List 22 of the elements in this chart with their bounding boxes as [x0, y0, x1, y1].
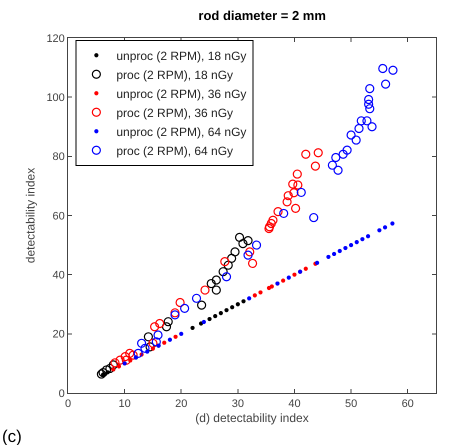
legend-label: proc (2 RPM), 36 nGy: [116, 106, 234, 120]
legend-label: unproc (2 RPM), 64 nGy: [116, 124, 246, 139]
x-tick-label: 40: [288, 398, 301, 410]
y-tick-label: 40: [52, 270, 65, 282]
x-tick-label: 10: [118, 398, 131, 410]
legend-label: proc (2 RPM), 64 nGy: [116, 144, 234, 158]
x-tick-label: 50: [344, 398, 358, 410]
y-tick-label: 100: [46, 92, 65, 104]
x-axis-title: (d) detectability index: [195, 411, 309, 426]
legend-label: unproc (2 RPM), 36 nGy: [116, 86, 246, 101]
x-tick-label: 20: [175, 398, 188, 410]
y-tick-label: 60: [52, 210, 65, 222]
y-tick-label: 20: [52, 328, 65, 341]
y-axis-title: detectability index: [24, 168, 38, 264]
legend-label: proc (2 RPM), 18 nGy: [116, 68, 234, 82]
chart-title: rod diameter = 2 mm: [198, 8, 326, 24]
y-tick-label: 120: [46, 32, 65, 45]
y-tick-label: 80: [52, 151, 65, 164]
legend-label: unproc (2 RPM), 18 nGy: [116, 48, 246, 63]
x-tick-label: 60: [402, 398, 414, 410]
y-tick-label: 0: [58, 388, 65, 400]
x-tick-label: 30: [232, 398, 244, 410]
